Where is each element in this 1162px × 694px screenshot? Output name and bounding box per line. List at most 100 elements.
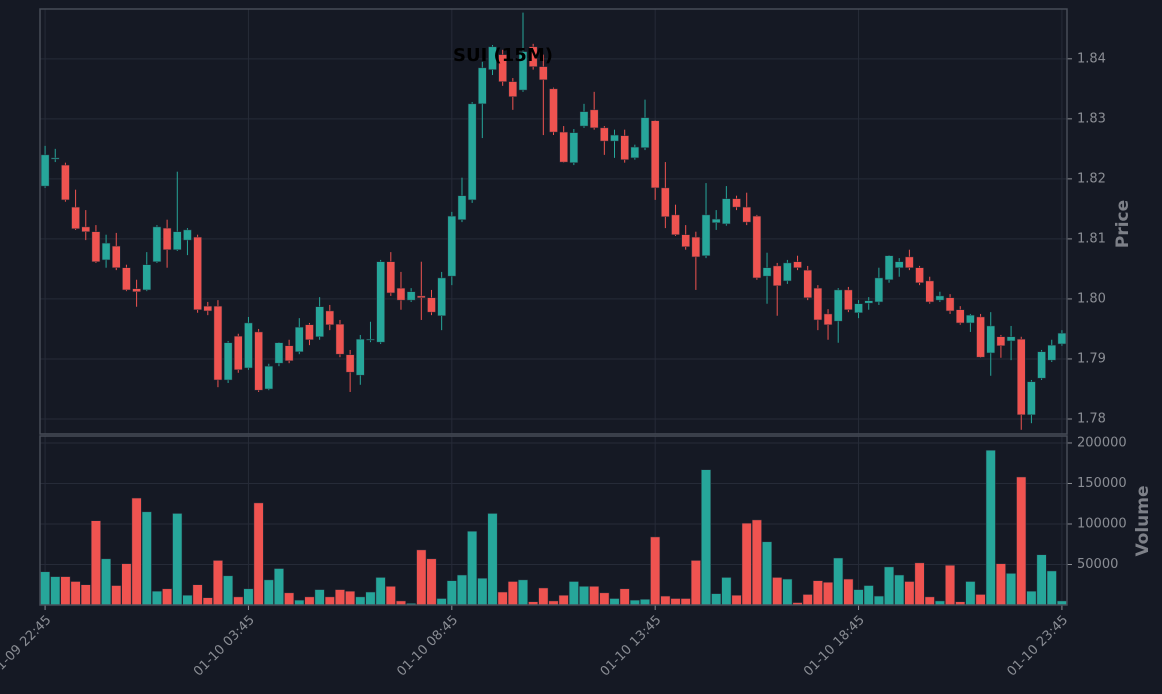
candle-body (833, 289, 843, 322)
volume-bar (731, 595, 742, 606)
candle-body (366, 338, 375, 341)
volume-bar (965, 581, 976, 606)
volume-bar (924, 596, 935, 606)
y-tick-label: 1.84 (1077, 51, 1106, 66)
volume-bar (416, 549, 427, 606)
volume-bar (884, 566, 895, 606)
candle-body (691, 236, 701, 258)
volume-bar (599, 592, 610, 606)
volume-bar (782, 578, 793, 606)
candle-body (1057, 332, 1067, 345)
candle-body (91, 231, 101, 262)
volume-bar (50, 576, 61, 606)
candle-body (122, 267, 131, 291)
candle-body (681, 234, 690, 247)
candle-body (894, 261, 904, 268)
candle-body (722, 198, 731, 225)
volume-bar (1026, 590, 1037, 606)
volume-bar (914, 562, 925, 606)
candle-body (874, 277, 884, 303)
candle-body (803, 269, 812, 298)
volume-bar (762, 541, 772, 606)
volume-bar (650, 536, 661, 606)
volume-bar (192, 584, 203, 606)
candle-body (610, 134, 619, 142)
volume-bar (995, 563, 1006, 606)
candle-body (274, 342, 284, 364)
volume-bar (894, 574, 905, 606)
volume-bar (243, 588, 254, 606)
candle-body (264, 365, 274, 390)
volume-bar (162, 588, 173, 606)
volume-bar (680, 598, 691, 606)
volume-bar (345, 590, 356, 606)
volume-bar (640, 599, 650, 606)
volume-bar (741, 522, 752, 606)
volume-bar (355, 596, 366, 606)
candle-body (813, 287, 823, 321)
y-axis-label: Volume (1133, 485, 1153, 556)
candle-body (417, 295, 426, 298)
volume-bar (873, 595, 884, 606)
candle-body (305, 324, 314, 341)
candle-body (772, 265, 782, 286)
volume-bar (538, 587, 549, 606)
volume-bar (1006, 573, 1017, 606)
candle-body (650, 120, 660, 189)
candle-body (630, 146, 640, 159)
volume-bar (60, 576, 71, 606)
y-axis-label: Price (1113, 200, 1133, 248)
candle-body (467, 103, 477, 201)
candle-body (844, 289, 853, 310)
candle-body (40, 154, 50, 187)
volume-bar (833, 557, 844, 606)
candle-body (783, 262, 792, 282)
volume-bar (711, 593, 722, 606)
candle-body (884, 255, 894, 280)
candle-body (1016, 338, 1026, 416)
candle-body (386, 261, 396, 294)
volume-bar (751, 519, 762, 606)
volume-bar (843, 578, 854, 606)
price-frame (39, 8, 1068, 435)
candle-body (579, 111, 589, 127)
candle-body (376, 261, 385, 343)
candle-body (1027, 381, 1036, 416)
candle-body (284, 345, 294, 362)
volume-bar (151, 590, 162, 606)
volume-bar (121, 563, 132, 606)
y-tick-label: 1.80 (1077, 291, 1106, 306)
candle-body (101, 242, 111, 261)
candle-body (945, 297, 955, 312)
volume-bar (1016, 476, 1027, 606)
candle-body (711, 218, 721, 223)
volume-bar (802, 594, 813, 606)
candle-body (732, 198, 741, 208)
volume-bar (863, 585, 874, 606)
candle-body (701, 214, 711, 256)
volume-bar (172, 513, 183, 606)
candle-body (793, 261, 802, 268)
candle-body (61, 164, 70, 201)
candle-body (508, 81, 518, 97)
candle-body (661, 187, 670, 217)
volume-bar (772, 577, 783, 606)
candle-body (915, 267, 924, 283)
candle-body (823, 313, 833, 325)
candle-body (406, 291, 416, 301)
chart-title: SUI (15M) (453, 45, 553, 66)
candle-body (966, 314, 975, 324)
candle-body (864, 300, 873, 304)
volume-bar (263, 579, 274, 606)
volume-bar (274, 568, 284, 606)
volume-bar (182, 595, 193, 606)
candle-body (457, 195, 467, 220)
candle-body (173, 231, 182, 250)
candle-body (142, 264, 152, 291)
candle-body (528, 46, 538, 67)
candle-body (132, 288, 141, 292)
volume-bar (823, 582, 833, 606)
candle-body (335, 323, 345, 355)
candle-body (356, 338, 365, 376)
volume-bar (40, 571, 51, 606)
